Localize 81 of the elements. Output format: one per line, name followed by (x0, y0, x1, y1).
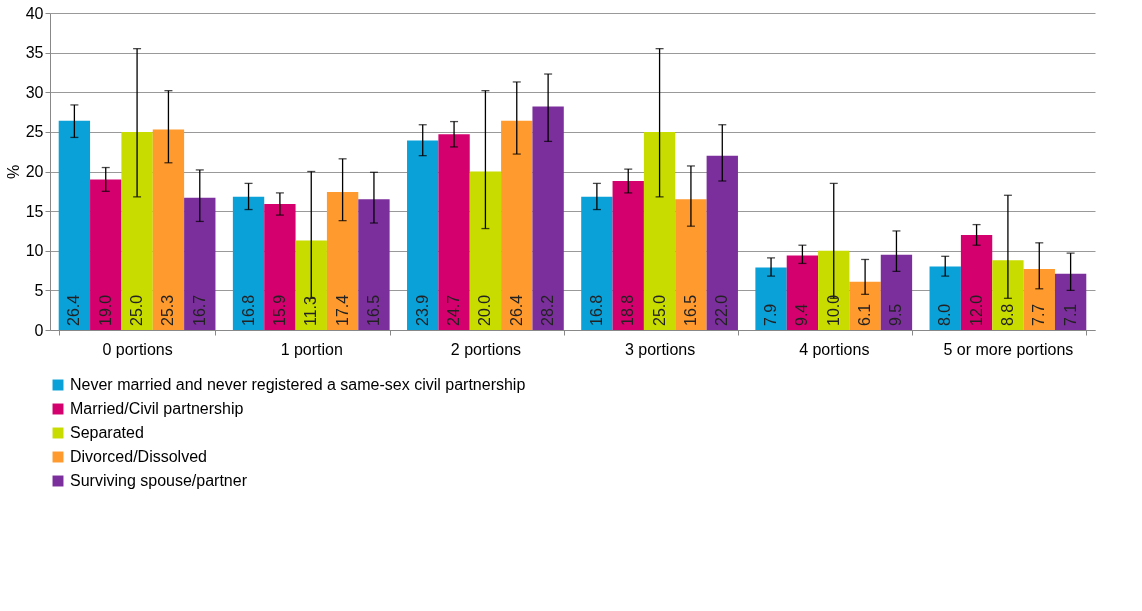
bar (849, 281, 881, 330)
data-label: 7.9 (762, 303, 780, 326)
y-tick-label: 35 (25, 44, 44, 62)
data-label: 25.0 (128, 294, 146, 326)
bar (818, 250, 850, 330)
data-label: 28.2 (539, 294, 557, 326)
x-tick-label: 5 or more portions (943, 340, 1074, 358)
data-label: 9.5 (887, 303, 905, 326)
legend-label: Surviving spouse/partner (70, 472, 248, 489)
data-label: 8.8 (998, 303, 1016, 326)
y-tick-label: 15 (25, 202, 44, 220)
bar (581, 196, 613, 330)
data-label: 10.0 (824, 294, 842, 326)
bar (90, 179, 122, 330)
bar (612, 181, 644, 330)
y-tick-label: 25 (25, 123, 44, 141)
y-tick-label: 20 (25, 163, 44, 180)
data-label: 25.3 (159, 294, 177, 326)
data-label: 20.0 (476, 294, 494, 326)
x-tick-label: 1 portion (280, 340, 343, 358)
bar (184, 197, 216, 330)
data-label: 22.0 (713, 294, 731, 326)
bar (532, 106, 564, 330)
bar (469, 171, 502, 330)
data-label: 15.9 (270, 294, 288, 326)
data-label: 6.1 (856, 303, 874, 326)
bar (1023, 268, 1055, 330)
bar (232, 196, 265, 330)
bar (880, 254, 913, 330)
data-label: 11.3 (302, 295, 320, 326)
data-label: 7.7 (1030, 303, 1048, 326)
x-tick-label: 4 portions (799, 340, 870, 358)
data-label: 17.4 (333, 294, 351, 326)
data-label: 26.4 (65, 294, 83, 326)
bar (755, 267, 787, 330)
bar (643, 131, 676, 330)
bar (501, 120, 533, 330)
data-label: 18.8 (619, 294, 637, 326)
bar (786, 255, 819, 330)
bar (706, 155, 738, 330)
x-tick-label: 3 portions (624, 340, 696, 358)
bar (960, 234, 993, 330)
data-label: 16.7 (190, 294, 208, 326)
bar (326, 192, 359, 330)
data-label: 16.8 (587, 294, 605, 326)
data-label: 16.8 (239, 294, 257, 326)
y-tick-label: 5 (34, 281, 44, 299)
bar (675, 199, 707, 330)
bar (152, 129, 185, 330)
legend-label: Divorced/Dissolved (70, 448, 207, 465)
bar (295, 240, 327, 330)
bar (929, 266, 961, 330)
data-label: 23.9 (413, 294, 431, 326)
data-label: 25.0 (650, 294, 668, 326)
legend-label: Married/Civil partnership (70, 400, 244, 417)
data-label: 16.5 (681, 294, 699, 326)
data-label: 8.0 (936, 303, 954, 326)
data-label: 26.4 (507, 294, 525, 326)
data-label: 7.1 (1061, 303, 1079, 326)
bar (992, 260, 1024, 330)
y-tick-label: 40 (25, 4, 44, 22)
x-tick-label: 0 portions (102, 340, 173, 358)
bar (438, 134, 470, 330)
y-axis-title: % (4, 164, 22, 180)
bar (121, 131, 153, 330)
data-label: 12.0 (967, 294, 985, 326)
bar (264, 203, 296, 330)
y-tick-label: 10 (25, 242, 44, 260)
data-label: 9.4 (793, 303, 811, 326)
y-tick-label: 30 (25, 83, 44, 101)
legend-label: Separated (70, 424, 144, 441)
data-label: 19.0 (96, 294, 114, 326)
x-tick-label: 2 portions (450, 340, 522, 358)
y-tick-label: 0 (34, 321, 44, 339)
legend-label: Never married and never registered a same-sex civil partnership (70, 376, 526, 393)
bar (1054, 273, 1087, 330)
data-label: 24.7 (445, 294, 463, 326)
bar (358, 199, 390, 330)
bar (407, 140, 439, 330)
data-label: 16.5 (364, 294, 382, 326)
bar (58, 120, 91, 330)
